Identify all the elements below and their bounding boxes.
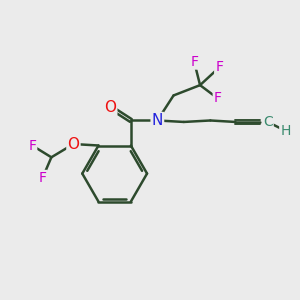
Text: F: F <box>214 92 222 105</box>
Text: O: O <box>104 100 116 115</box>
Text: H: H <box>280 124 291 138</box>
Text: F: F <box>190 55 198 69</box>
Text: F: F <box>38 171 46 185</box>
Text: C: C <box>263 115 273 129</box>
Text: O: O <box>68 136 80 152</box>
Text: F: F <box>215 61 223 74</box>
Text: N: N <box>152 113 163 128</box>
Text: F: F <box>28 139 36 152</box>
